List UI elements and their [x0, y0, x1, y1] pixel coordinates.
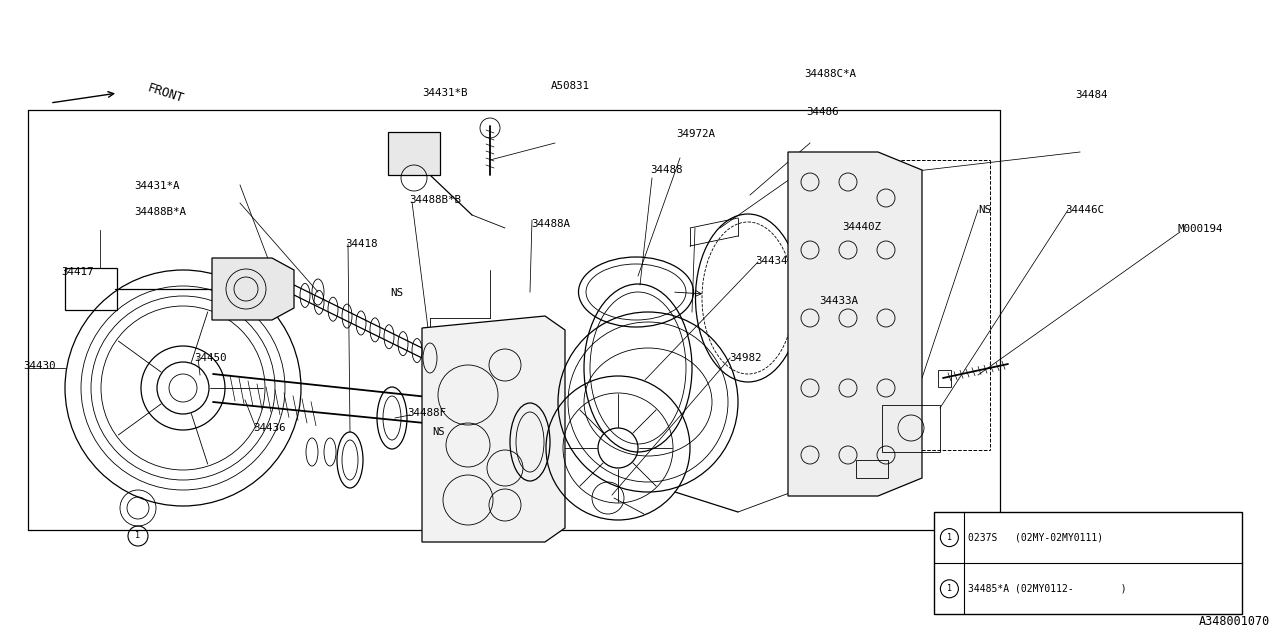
Text: 34431*A: 34431*A: [134, 180, 180, 191]
Text: 34972A: 34972A: [676, 129, 714, 140]
Text: 0237S   (02MY-02MY0111): 0237S (02MY-02MY0111): [969, 532, 1103, 543]
Text: 34488A: 34488A: [531, 219, 570, 229]
Text: A50831: A50831: [550, 81, 589, 92]
Text: 34431*B: 34431*B: [422, 88, 468, 98]
Text: 34446C: 34446C: [1065, 205, 1103, 215]
Text: 34488C*A: 34488C*A: [804, 68, 856, 79]
Text: 34440Z: 34440Z: [842, 222, 881, 232]
Text: 34433A: 34433A: [819, 296, 858, 306]
Text: 34486: 34486: [806, 107, 838, 117]
Polygon shape: [788, 152, 922, 496]
Polygon shape: [422, 316, 564, 542]
Bar: [934, 512, 1242, 614]
Text: 34417: 34417: [61, 267, 93, 277]
Text: 34450: 34450: [195, 353, 227, 364]
Text: 34430: 34430: [23, 361, 55, 371]
Text: 34488F: 34488F: [407, 408, 445, 418]
Bar: [856, 460, 888, 478]
Text: 34488B*B: 34488B*B: [410, 195, 462, 205]
Bar: [65, 268, 116, 310]
Text: 34488: 34488: [650, 164, 682, 175]
Text: NS: NS: [390, 288, 403, 298]
Text: 34434: 34434: [755, 256, 787, 266]
Text: 34982: 34982: [730, 353, 762, 364]
Text: NS: NS: [978, 205, 991, 215]
Text: 34484: 34484: [1075, 90, 1107, 100]
Text: 34485*A (02MY0112-        ): 34485*A (02MY0112- ): [969, 584, 1126, 594]
Text: 1: 1: [947, 584, 952, 593]
Text: 34418: 34418: [346, 239, 378, 250]
Polygon shape: [212, 258, 294, 320]
Text: NS: NS: [433, 427, 444, 437]
Text: 34436: 34436: [253, 422, 285, 433]
Polygon shape: [388, 132, 440, 175]
Text: 1: 1: [136, 531, 141, 541]
Text: A348001070: A348001070: [1199, 615, 1270, 628]
Bar: [938, 370, 951, 387]
Text: M000194: M000194: [1178, 224, 1224, 234]
Text: 1: 1: [947, 533, 952, 542]
Text: FRONT: FRONT: [146, 82, 186, 106]
Text: 34488B*A: 34488B*A: [134, 207, 187, 218]
